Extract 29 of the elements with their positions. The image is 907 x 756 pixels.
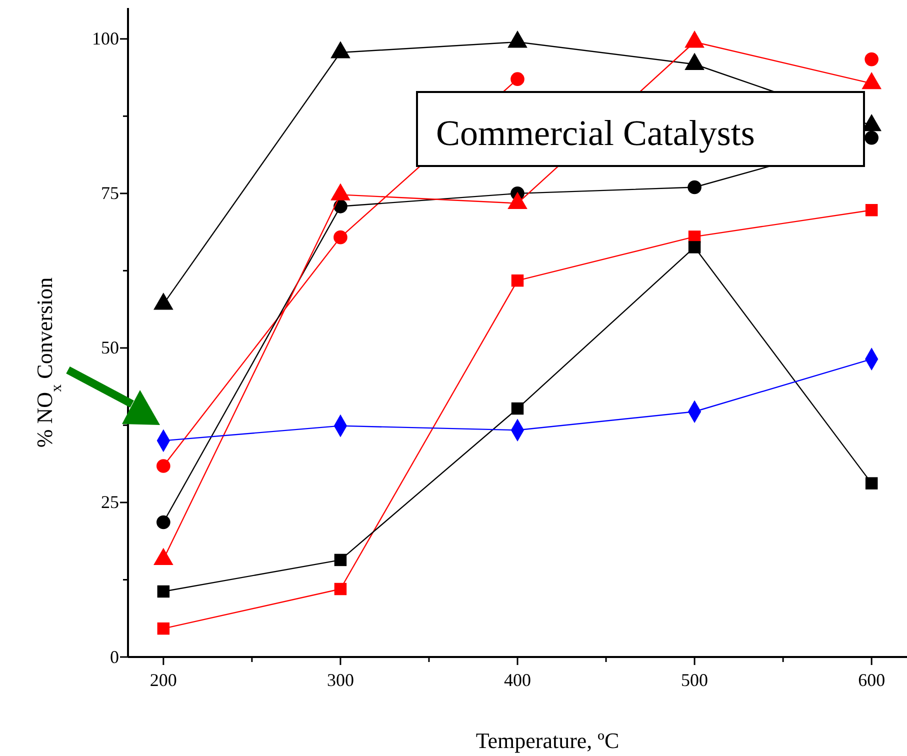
point <box>334 582 347 596</box>
x-tick-label: 200 <box>150 670 177 690</box>
point <box>688 241 701 254</box>
point <box>511 402 524 415</box>
point <box>865 477 878 490</box>
point <box>157 622 170 635</box>
annotation: Commercial Catalysts <box>436 113 755 153</box>
point <box>511 274 524 287</box>
y-tick-label: 50 <box>101 338 119 358</box>
y-tick-label: 25 <box>101 492 119 512</box>
point <box>334 554 347 566</box>
point <box>157 585 170 598</box>
point <box>334 230 348 244</box>
point <box>510 72 524 86</box>
y-tick-label: 75 <box>101 183 119 204</box>
y-tick-label: 0 <box>110 646 119 667</box>
point <box>864 52 878 66</box>
x-tick-label: 400 <box>504 670 531 690</box>
y-tick-label: 100 <box>92 28 119 49</box>
x-tick-label: 300 <box>326 670 354 690</box>
point <box>688 180 702 194</box>
point <box>864 130 878 145</box>
point <box>156 515 170 530</box>
point <box>334 200 348 214</box>
x-axis-title: Temperature, ºC <box>476 728 620 753</box>
x-tick-label: 600 <box>858 670 886 690</box>
point <box>865 204 878 216</box>
point <box>156 459 170 473</box>
x-tick-label: 500 <box>681 670 708 690</box>
